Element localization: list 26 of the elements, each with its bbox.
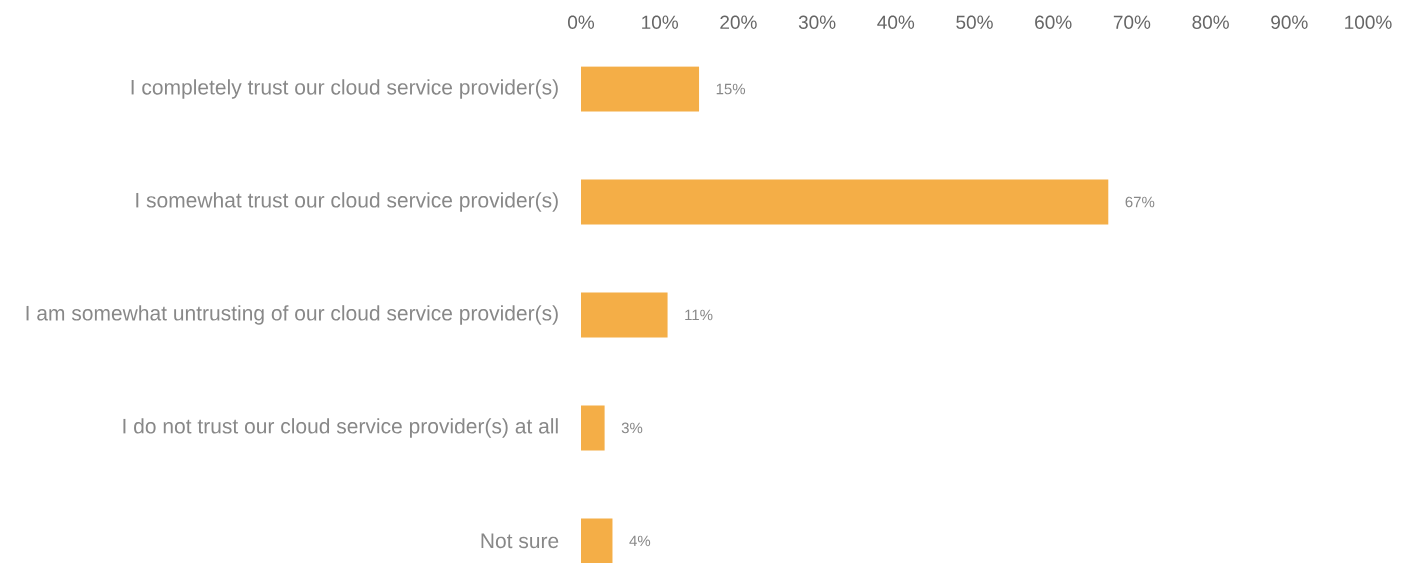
data-label: 67%: [1125, 196, 1155, 208]
bar: [581, 518, 613, 563]
bar: [581, 405, 605, 451]
x-tick-label: 60%: [1035, 15, 1072, 29]
y-tick-label: I do not trust our cloud service provider(s) at all: [123, 418, 558, 438]
bar: [581, 292, 668, 338]
x-tick-label: 90%: [1271, 15, 1308, 29]
data-label: 15%: [716, 83, 746, 95]
bar: [581, 66, 700, 112]
x-tick-label: 70%: [1113, 15, 1151, 29]
y-tick-label: I completely trust our cloud service provider(s): [131, 79, 558, 99]
data-label: 11%: [685, 309, 713, 321]
x-tick-label: 20%: [720, 15, 757, 29]
y-tick-label: Not sure: [481, 533, 559, 549]
x-tick-label: 50%: [956, 15, 993, 29]
x-tick-label: 10%: [642, 15, 679, 29]
y-tick-label: I am somewhat untrusting of our cloud service provider(s): [26, 305, 558, 325]
x-tick-label: 80%: [1192, 15, 1229, 29]
y-tick-label: I somewhat trust our cloud service provider(s): [136, 192, 558, 212]
x-tick-label: 30%: [798, 15, 836, 29]
x-tick-label: 40%: [877, 15, 915, 29]
data-label: 4%: [629, 535, 651, 547]
x-tick-label: 0%: [568, 15, 595, 29]
data-label: 3%: [621, 422, 643, 434]
x-tick-label: 100%: [1345, 15, 1392, 29]
bar: [581, 179, 1109, 225]
